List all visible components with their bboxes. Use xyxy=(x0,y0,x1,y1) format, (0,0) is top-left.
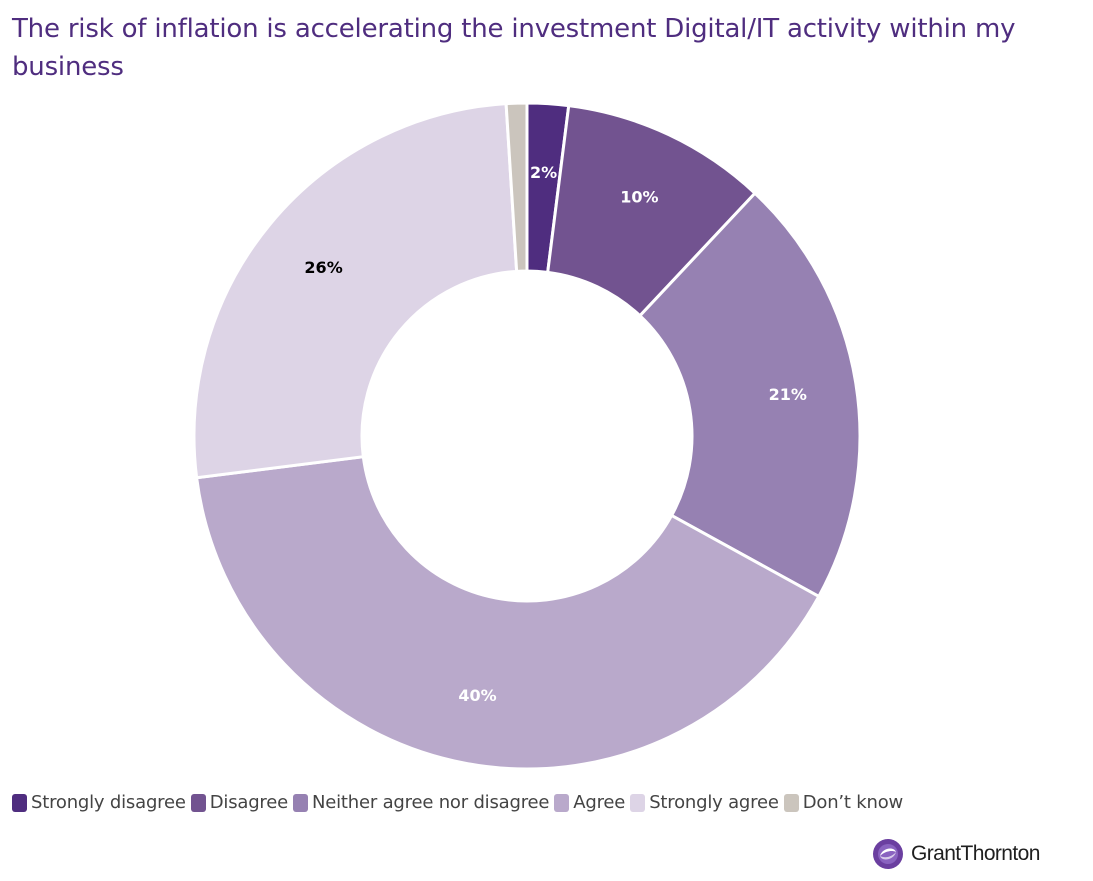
chart-legend: Strongly disagree Disagree Neither agree n… xyxy=(12,792,908,813)
legend-label: Don’t know xyxy=(802,792,904,813)
data-label-neither-agree-nor-disagree: 21% xyxy=(769,385,807,404)
slice-neither-agree-nor-disagree xyxy=(637,191,862,599)
donut-data-labels: 2% 10% 21% 40% 26% xyxy=(304,163,806,705)
legend-item-disagree: Disagree xyxy=(190,792,288,813)
legend-swatch xyxy=(12,793,27,812)
legend-swatch xyxy=(630,793,646,812)
data-label-disagree: 10% xyxy=(620,188,658,207)
legend-item-agree: Agree xyxy=(554,792,625,813)
legend-swatch xyxy=(554,793,570,812)
slice-strongly-agree xyxy=(192,102,519,480)
grant-thornton-logo: GrantThornton xyxy=(872,838,1040,870)
logo-mark-icon xyxy=(873,839,903,869)
data-label-agree: 40% xyxy=(458,686,496,705)
legend-label: Disagree xyxy=(209,792,288,813)
data-label-strongly-disagree: 2% xyxy=(530,163,557,182)
legend-swatch xyxy=(190,793,206,812)
donut-slices xyxy=(192,101,862,771)
logo-text: GrantThornton xyxy=(911,842,1040,865)
chart-title: The risk of inflation is accelerating th… xyxy=(12,14,1016,82)
legend-swatch xyxy=(783,793,799,812)
legend-label: Agree xyxy=(573,792,626,813)
slice-agree xyxy=(194,455,821,771)
legend-item-neither-agree-nor-disagree: Neither agree nor disagree xyxy=(292,792,550,813)
legend-item-strongly-agree: Strongly agree xyxy=(630,792,779,813)
data-label-strongly-agree: 26% xyxy=(304,258,342,277)
slice-don-t-know xyxy=(504,101,529,273)
legend-item-don-t-know: Don’t know xyxy=(783,792,904,813)
legend-swatch xyxy=(292,793,308,812)
legend-label: Strongly disagree xyxy=(31,792,186,813)
legend-label: Strongly agree xyxy=(649,792,779,813)
legend-item-strongly-disagree: Strongly disagree xyxy=(12,792,186,813)
legend-label: Neither agree nor disagree xyxy=(311,792,550,813)
